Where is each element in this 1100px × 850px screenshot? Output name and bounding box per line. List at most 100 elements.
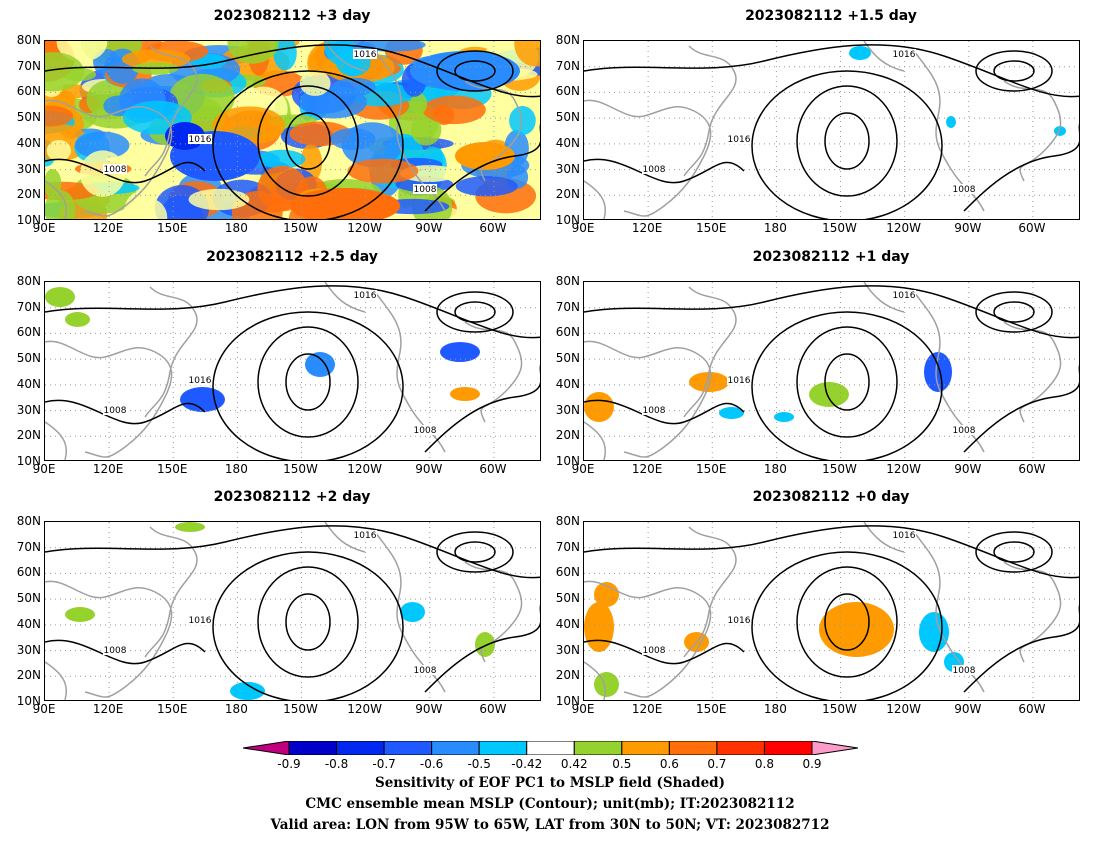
lon-tick-label: 150E: [696, 702, 727, 716]
lon-tick-label: 90E: [32, 221, 56, 235]
contour-label: 1016: [189, 616, 212, 626]
map-frame: 1016 1008 1016 1008: [583, 40, 1080, 220]
lat-tick-label: 20N: [16, 668, 41, 683]
lon-tick-label: 90W: [415, 702, 443, 716]
colorbar-label: -0.6: [419, 757, 444, 771]
colorbar: [243, 741, 858, 755]
contour-label: 1016: [354, 50, 377, 60]
lat-tick-label: 10N: [16, 454, 41, 468]
colorbar-label: -0.7: [372, 757, 396, 771]
colorbar-segment: [478, 741, 528, 755]
contour-label: 1008: [104, 646, 127, 656]
map-frame: 1016 1008 1016 1008: [44, 40, 541, 220]
colorbar-segment: [668, 741, 718, 755]
lon-tick-label: 180: [224, 462, 248, 476]
lon-tick-label: 150W: [283, 702, 318, 716]
lat-tick-label: 80N: [16, 274, 41, 288]
lat-tick-label: 20N: [555, 668, 580, 683]
colorbar-label: 0.7: [707, 757, 727, 771]
map-plot: 1016 1008 1016 1008: [584, 41, 1079, 219]
lat-tick-label: 60N: [16, 565, 41, 580]
lon-tick-label: 90E: [571, 462, 595, 476]
lon-tick-label: 90W: [415, 462, 443, 476]
colorbar-segment: [716, 741, 765, 755]
panel-title: 2023082112 +1 day: [752, 249, 910, 265]
lon-tick-label: 60W: [1018, 702, 1046, 716]
lon-tick-label: 180: [224, 221, 248, 235]
lon-tick-label: 60W: [479, 702, 507, 716]
lon-tick-label: 150E: [157, 462, 188, 476]
colorbar-label: -0.42: [511, 757, 543, 771]
lon-tick-label: 90E: [571, 221, 595, 235]
lat-tick-label: 50N: [555, 351, 580, 366]
map-plot: 1016 1008 1016 1008: [584, 522, 1079, 700]
lat-tick-label: 30N: [16, 161, 41, 176]
lat-tick-label: 60N: [16, 84, 41, 99]
lon-tick-label: 150W: [283, 221, 318, 235]
panel-title: 2023082112 +0 day: [752, 489, 910, 505]
lon-tick-label: 150E: [157, 221, 188, 235]
contour-label: 1008: [643, 165, 666, 175]
lon-tick-label: 90E: [32, 702, 56, 716]
contour-label: 1016: [893, 531, 916, 541]
colorbar-segment: [573, 741, 623, 755]
lat-tick-label: 30N: [555, 402, 580, 417]
colorbar-label: 0.6: [659, 757, 679, 771]
contour-label: 1008: [414, 426, 437, 436]
colorbar-segment: [431, 741, 480, 755]
lat-tick-label: 80N: [555, 274, 580, 288]
lon-tick-label: 120E: [631, 462, 663, 476]
lat-tick-label: 20N: [16, 428, 41, 443]
lat-tick-label: 50N: [555, 591, 580, 606]
lat-tick-label: 60N: [555, 325, 580, 340]
lat-tick-label: 30N: [555, 161, 580, 176]
lon-tick-label: 90E: [32, 462, 56, 476]
map-frame: 1016 1008 1016 1008: [44, 281, 541, 461]
lat-tick-label: 70N: [555, 299, 580, 314]
lat-tick-label: 10N: [555, 213, 580, 227]
map-plot: 1016 1008 1016 1008: [45, 522, 540, 700]
lat-tick-label: 50N: [16, 351, 41, 366]
colorbar-label: 0.42: [560, 757, 588, 771]
lat-tick-label: 70N: [16, 299, 41, 314]
lat-tick-label: 80N: [555, 514, 580, 528]
colorbar-segment: [336, 741, 385, 755]
panel-title: 2023082112 +3 day: [213, 8, 371, 24]
map-frame: 1016 1008 1016 1008: [583, 521, 1080, 701]
panel-title: 2023082112 +2 day: [213, 489, 371, 505]
lat-tick-label: 20N: [16, 187, 41, 202]
lon-tick-label: 60W: [1018, 462, 1046, 476]
lon-tick-label: 150W: [822, 221, 857, 235]
contour-label: 1016: [189, 135, 212, 145]
contour-label: 1016: [728, 376, 751, 386]
colorbar-label: 0.5: [612, 757, 632, 771]
lon-tick-label: 60W: [479, 462, 507, 476]
colorbar-segment: [621, 741, 670, 755]
contour-label: 1016: [893, 291, 916, 301]
lat-tick-label: 10N: [555, 454, 580, 468]
map-frame: 1016 1008 1016 1008: [583, 281, 1080, 461]
lat-tick-label: 40N: [16, 616, 41, 631]
panel-title: 2023082112 +2.5 day: [206, 249, 378, 265]
lon-tick-label: 150E: [696, 221, 727, 235]
lon-tick-label: 90W: [954, 462, 982, 476]
lon-tick-label: 90W: [954, 702, 982, 716]
lat-tick-label: 50N: [16, 110, 41, 125]
contour-label: 1008: [953, 185, 976, 195]
contour-label: 1008: [414, 666, 437, 676]
contour-label: 1016: [354, 291, 377, 301]
lon-tick-label: 180: [224, 702, 248, 716]
colorbar-label: -0.9: [277, 757, 301, 771]
lat-tick-label: 80N: [16, 514, 41, 528]
contour-label: 1016: [728, 135, 751, 145]
lat-tick-label: 50N: [16, 591, 41, 606]
lat-tick-label: 40N: [555, 135, 580, 150]
lon-tick-label: 90E: [571, 702, 595, 716]
lon-tick-label: 120W: [347, 221, 383, 235]
lat-tick-label: 10N: [16, 213, 41, 227]
lat-tick-label: 20N: [555, 428, 580, 443]
lon-tick-label: 150W: [283, 462, 318, 476]
lat-tick-label: 80N: [16, 33, 41, 47]
lat-tick-label: 80N: [555, 33, 580, 47]
lat-tick-label: 10N: [16, 694, 41, 708]
